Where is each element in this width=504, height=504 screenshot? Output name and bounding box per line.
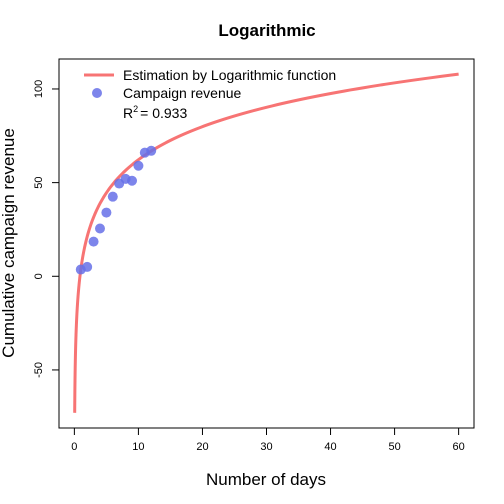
y-tick-label: 50: [33, 176, 45, 188]
data-point: [133, 160, 144, 171]
y-tick-label: 0: [33, 273, 45, 279]
legend-point-swatch: [92, 88, 102, 98]
r-squared-superscript: 2: [133, 104, 138, 114]
y-axis-title: Cumulative campaign revenue: [0, 128, 18, 358]
data-point: [101, 207, 112, 218]
data-point: [94, 223, 105, 234]
chart-title: Logarithmic: [218, 21, 315, 40]
x-tick-label: 30: [260, 441, 272, 453]
x-axis: 0 10 20 30 40 50 60: [71, 428, 465, 453]
series-layer: [73, 72, 459, 414]
y-tick-label: 100: [33, 80, 45, 98]
legend: Estimation by Logarithmic function Campa…: [84, 67, 336, 121]
y-tick-label: -50: [33, 362, 45, 378]
x-tick-label: 40: [324, 441, 336, 453]
legend-label-fit: Estimation by Logarithmic function: [123, 67, 336, 83]
x-tick-label: 10: [132, 441, 144, 453]
legend-label-points: Campaign revenue: [123, 85, 242, 101]
fit-curve: [73, 72, 459, 414]
data-point: [146, 145, 157, 156]
r-squared-symbol: R: [123, 105, 133, 121]
x-tick-label: 20: [196, 441, 208, 453]
data-point: [107, 191, 118, 202]
r-squared-value: = 0.933: [140, 105, 187, 121]
x-tick-label: 60: [453, 441, 465, 453]
plot-frame: [58, 58, 475, 429]
data-point: [127, 175, 138, 186]
r-squared-annotation: R2 = 0.933: [123, 104, 187, 121]
x-tick-label: 0: [71, 441, 77, 453]
data-point: [82, 261, 93, 272]
y-axis: -50 0 50 100: [33, 80, 59, 378]
data-point: [88, 236, 99, 247]
x-tick-label: 50: [388, 441, 400, 453]
x-axis-title: Number of days: [206, 470, 326, 489]
